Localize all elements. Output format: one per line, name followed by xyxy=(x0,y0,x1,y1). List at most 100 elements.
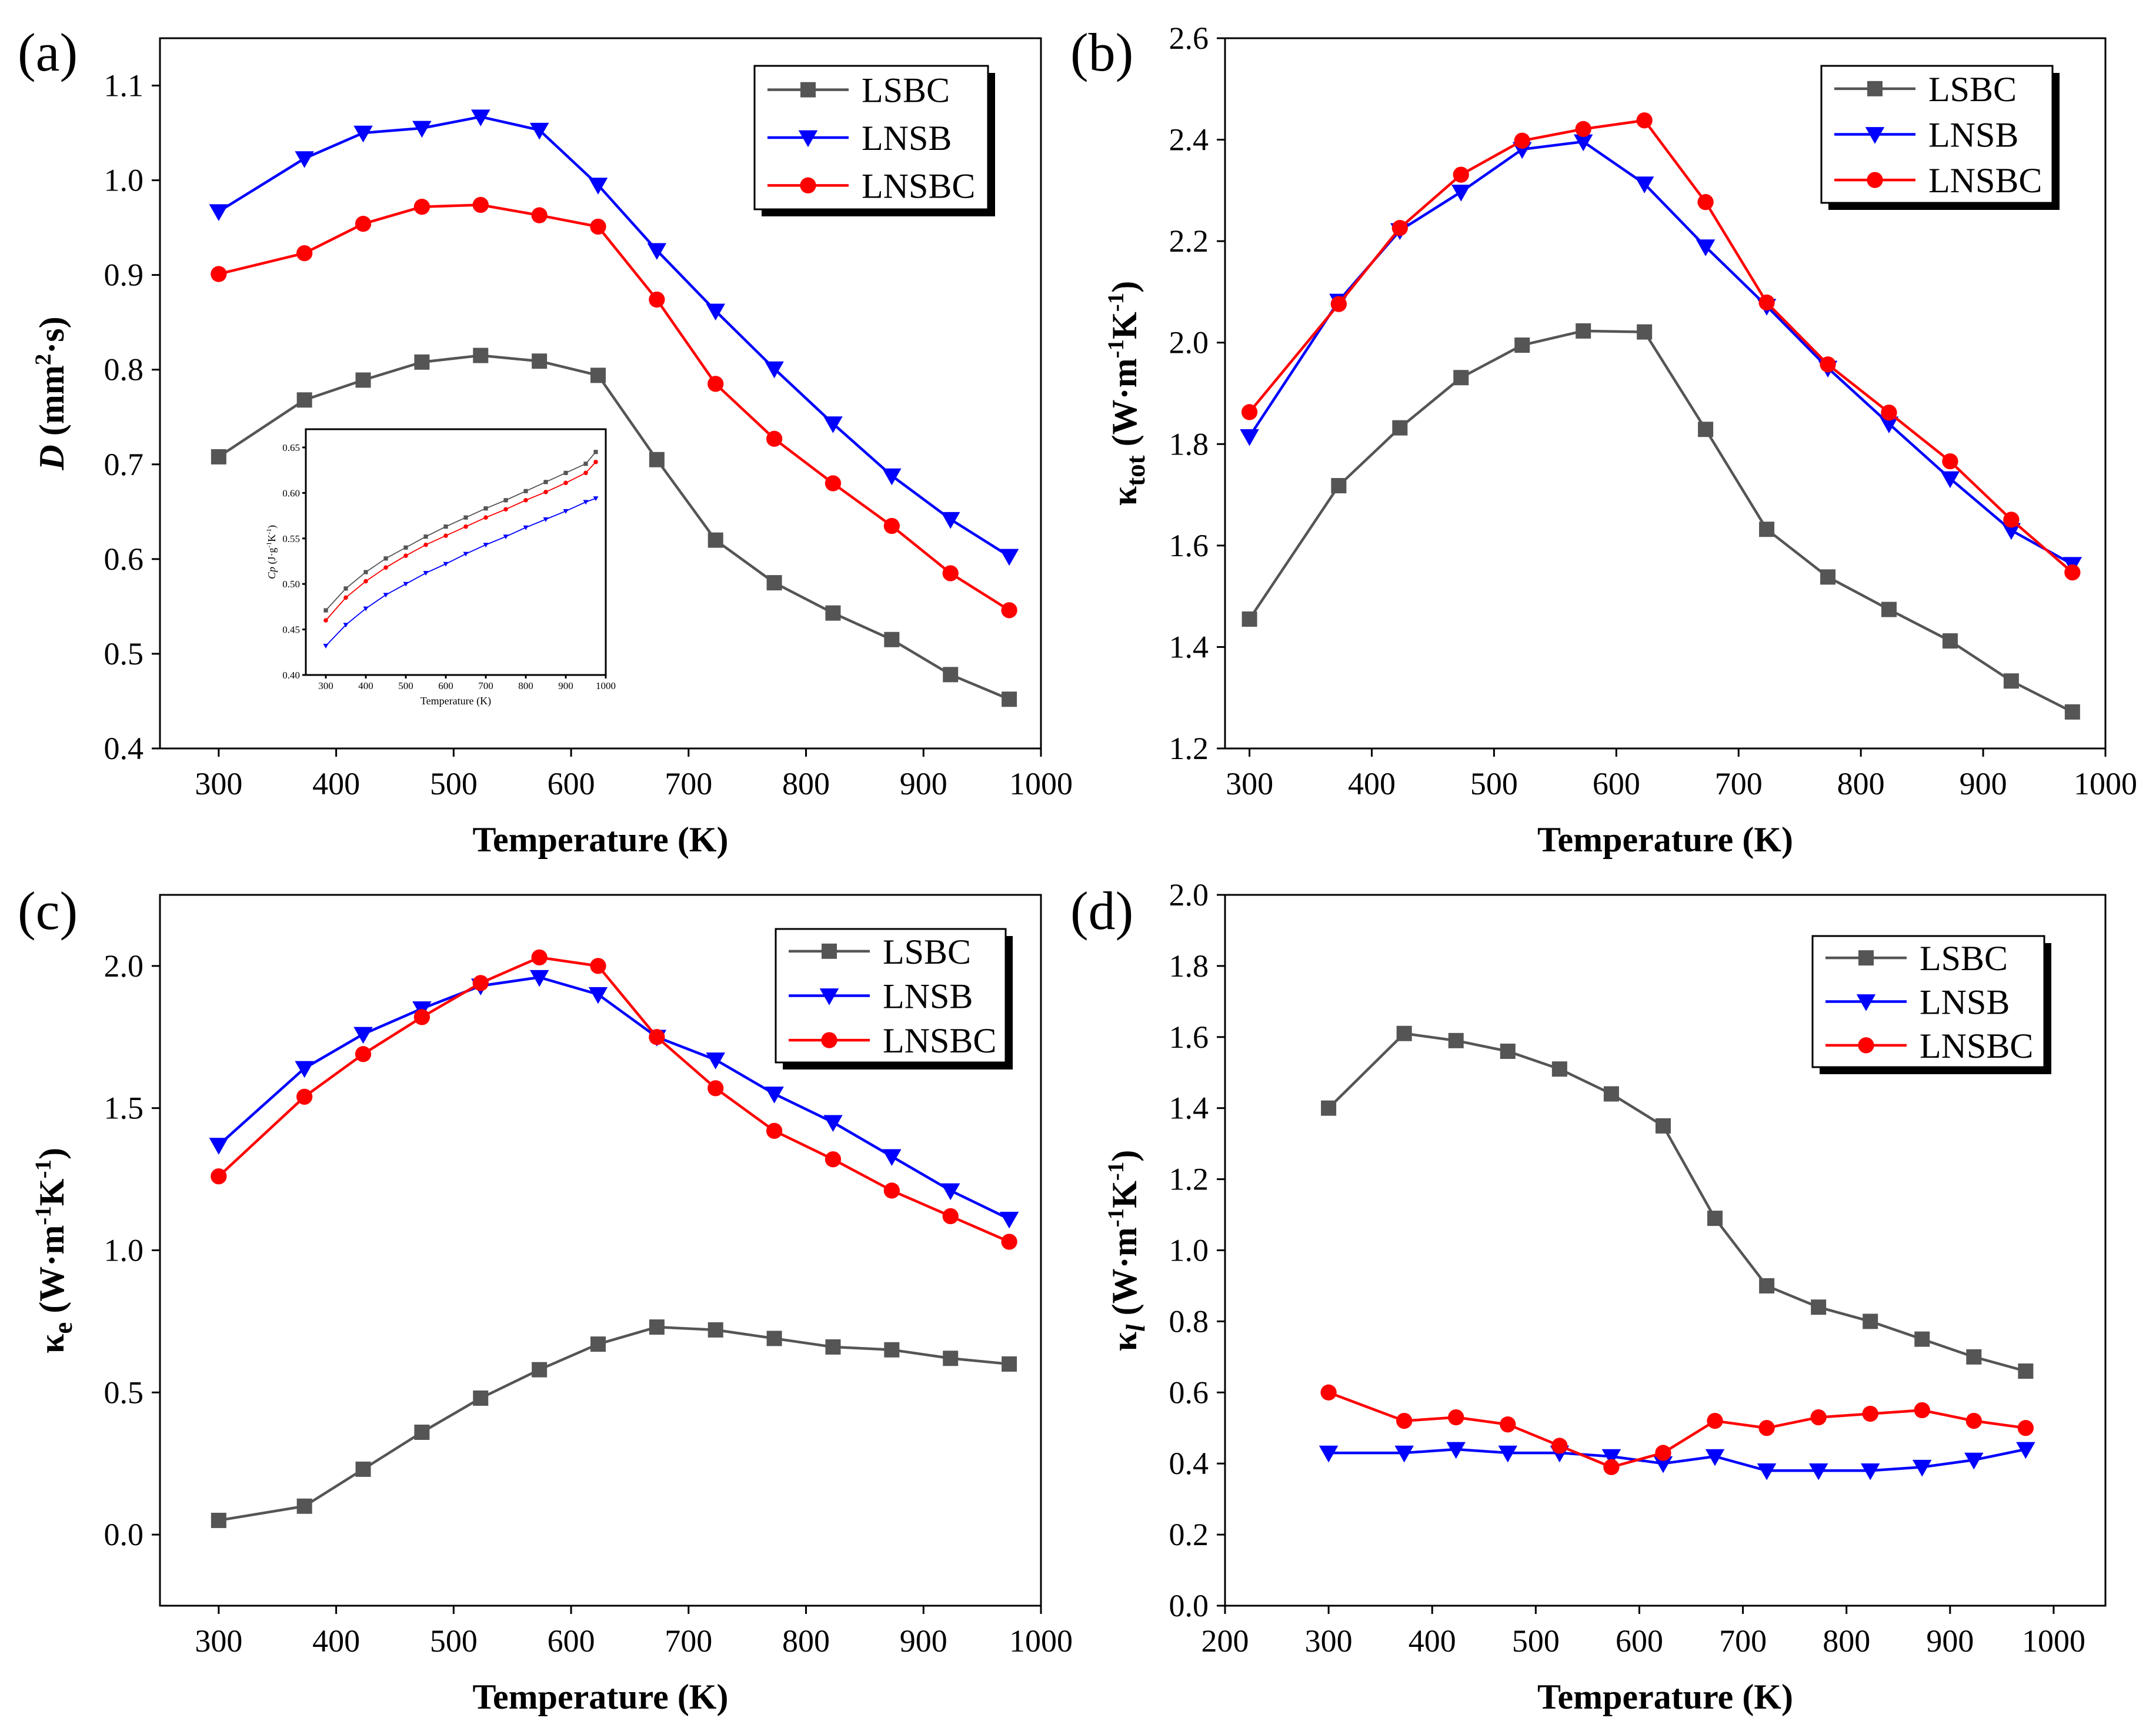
panel-d-point-lsbc xyxy=(1914,1331,1930,1347)
panel-a-y-tick-label: 0.8 xyxy=(104,352,144,387)
panel-d-point-lnsb xyxy=(1498,1445,1518,1463)
panel-c-point-lnsbc xyxy=(472,975,489,991)
panel-b-y-tick-label: 2.2 xyxy=(1169,223,1209,259)
panel-b-point-lnsbc xyxy=(1575,121,1591,138)
panel-b-point-lnsbc xyxy=(1942,453,1958,470)
panel-a-point-lnsbc xyxy=(766,430,783,447)
inset-point-lsbc xyxy=(593,450,598,454)
panel-a-point-lsbc xyxy=(649,452,665,467)
panel-c-point-lsbc xyxy=(1002,1356,1017,1372)
panel-d-legend-marker-lsbc xyxy=(1858,950,1874,966)
panel-a-y-axis-title: D (mm2·s) xyxy=(31,316,71,470)
panel-d-point-lnsbc xyxy=(1655,1445,1671,1461)
panel-b-point-lsbc xyxy=(1942,633,1958,649)
panel-b-point-lnsbc xyxy=(1391,220,1408,236)
inset-x-tick-label: 900 xyxy=(558,680,573,691)
panel-b-x-tick-label: 600 xyxy=(1593,766,1640,801)
panel-d-point-lsbc xyxy=(1707,1211,1723,1226)
inset-point-lsbc xyxy=(463,515,468,520)
panel-b-point-lnsbc xyxy=(2064,564,2081,581)
panel-b-legend-marker-lnsb xyxy=(1865,127,1885,144)
panel-d-x-tick-label: 300 xyxy=(1305,1623,1353,1659)
inset-x-axis-title: Temperature (K) xyxy=(420,695,491,707)
panel-c-series-line-lnsb xyxy=(218,975,1010,1221)
panel-d-series-line-lnsb xyxy=(1329,1448,2026,1472)
panel-c-point-lnsbc xyxy=(649,1029,665,1045)
panel-a-legend-label-lnsb: LNSB xyxy=(862,119,952,158)
panel-b-point-lsbc xyxy=(1759,522,1775,537)
panel-d-point-lnsb xyxy=(1705,1449,1725,1466)
panel-b-series-lsbc xyxy=(1241,323,2080,720)
panel-a-legend: LSBC LNSB LNSBC xyxy=(753,65,995,216)
inset-point-lnsb xyxy=(593,496,599,502)
panel-b-y-tick-label: 1.4 xyxy=(1169,629,1209,664)
panel-c-series-lnsbc xyxy=(211,949,1017,1250)
panel-d-point-lsbc xyxy=(1448,1032,1464,1048)
panel-d-point-lsbc xyxy=(1551,1061,1567,1077)
inset-point-lnsbc xyxy=(503,507,508,512)
panel-d-x-axis-title: Temperature (K) xyxy=(1537,1677,1793,1716)
panel-d-legend-label-lnsbc: LNSBC xyxy=(1920,1027,2033,1065)
inset-point-lsbc xyxy=(563,470,568,475)
panel-a-point-lnsb xyxy=(823,416,843,433)
panel-d-y-tick-label: 1.2 xyxy=(1169,1162,1209,1197)
panel-d-x-tick-label: 1000 xyxy=(2022,1623,2085,1659)
panel-c-point-lsbc xyxy=(766,1331,782,1346)
panel-d-y-tick-label: 0.8 xyxy=(1169,1303,1209,1339)
inset-point-lnsb xyxy=(523,525,529,530)
inset-point-lnsb xyxy=(383,593,389,598)
inset-point-lsbc xyxy=(543,480,548,484)
panel-d-point-lnsb xyxy=(1601,1449,1621,1466)
inset-point-lnsbc xyxy=(443,533,448,538)
panel-b-point-lnsbc xyxy=(1758,294,1775,311)
panel-d-point-lnsb xyxy=(1319,1445,1339,1463)
panel-b-plot-frame xyxy=(1224,37,2107,750)
inset-series-lnsb xyxy=(323,496,599,649)
inset-point-lnsb xyxy=(403,581,409,587)
inset-point-lnsb xyxy=(583,500,589,505)
panel-b-point-lnsbc xyxy=(1453,166,1469,183)
panel-c-legend-marker-lnsb xyxy=(819,988,839,1005)
inset-point-lnsbc xyxy=(563,480,568,486)
panel-b-y-tick-label: 1.2 xyxy=(1169,731,1209,766)
inset-series-lnsbc xyxy=(323,459,598,623)
inset-x-tick-label: 400 xyxy=(358,680,373,691)
panel-b-point-lsbc xyxy=(1820,569,1836,585)
panel-a-plot-frame xyxy=(159,37,1042,750)
panel-b-legend-label-lsbc: LSBC xyxy=(1928,70,2017,109)
panel-a-y-tick-label: 1.1 xyxy=(104,68,144,103)
panel-a-x-tick-label: 800 xyxy=(782,766,830,801)
panel-c-point-lsbc xyxy=(825,1339,841,1355)
panel-a-point-lnsbc xyxy=(472,196,489,213)
panel-a-point-lnsbc xyxy=(1001,602,1017,619)
panel-d-point-lsbc xyxy=(1966,1349,1982,1365)
panel-c-x-tick-label: 400 xyxy=(312,1623,360,1659)
inset-chart: 300 400 500 600 700 800 900 1000 0.40 0.45 0.50 0.5… xyxy=(265,428,616,707)
panel-c-legend: LSBC LNSB LNSBC xyxy=(775,928,1013,1069)
panel-c-point-lnsbc xyxy=(825,1151,842,1168)
panel-c-x-tick-label: 500 xyxy=(430,1623,478,1659)
panel-d-legend-label-lnsb: LNSB xyxy=(1920,983,2010,1022)
panel-d-point-lsbc xyxy=(1396,1025,1412,1041)
panel-a-x-tick-label: 500 xyxy=(430,766,478,801)
panel-b-legend-label-lnsb: LNSB xyxy=(1928,116,2018,155)
panel-c-x-tick-label: 1000 xyxy=(1009,1623,1073,1659)
panel-c-point-lnsbc xyxy=(590,958,606,974)
panel-d-point-lsbc xyxy=(1500,1043,1516,1059)
panel-d-series-line-lnsbc xyxy=(1328,1391,2026,1469)
panel-b-point-lsbc xyxy=(1514,337,1530,353)
panel-b-x-tick-label: 400 xyxy=(1348,766,1396,801)
panel-c-point-lnsbc xyxy=(413,1009,430,1025)
panel-c-point-lnsbc xyxy=(296,1088,313,1105)
panel-d-series-line-lsbc xyxy=(1327,1032,2026,1373)
panel-c-point-lnsbc xyxy=(942,1208,959,1225)
panel-a-point-lsbc xyxy=(532,353,548,369)
panel-c-point-lnsbc xyxy=(355,1046,372,1062)
panel-d-point-lnsb xyxy=(1964,1452,1984,1470)
panel-a-y-tick-label: 0.7 xyxy=(104,447,144,482)
panel-b-point-lnsb xyxy=(1451,185,1471,202)
panel-d-point-lnsb xyxy=(2016,1442,2035,1459)
inset-point-lnsbc xyxy=(543,490,548,494)
inset-background xyxy=(306,429,606,675)
